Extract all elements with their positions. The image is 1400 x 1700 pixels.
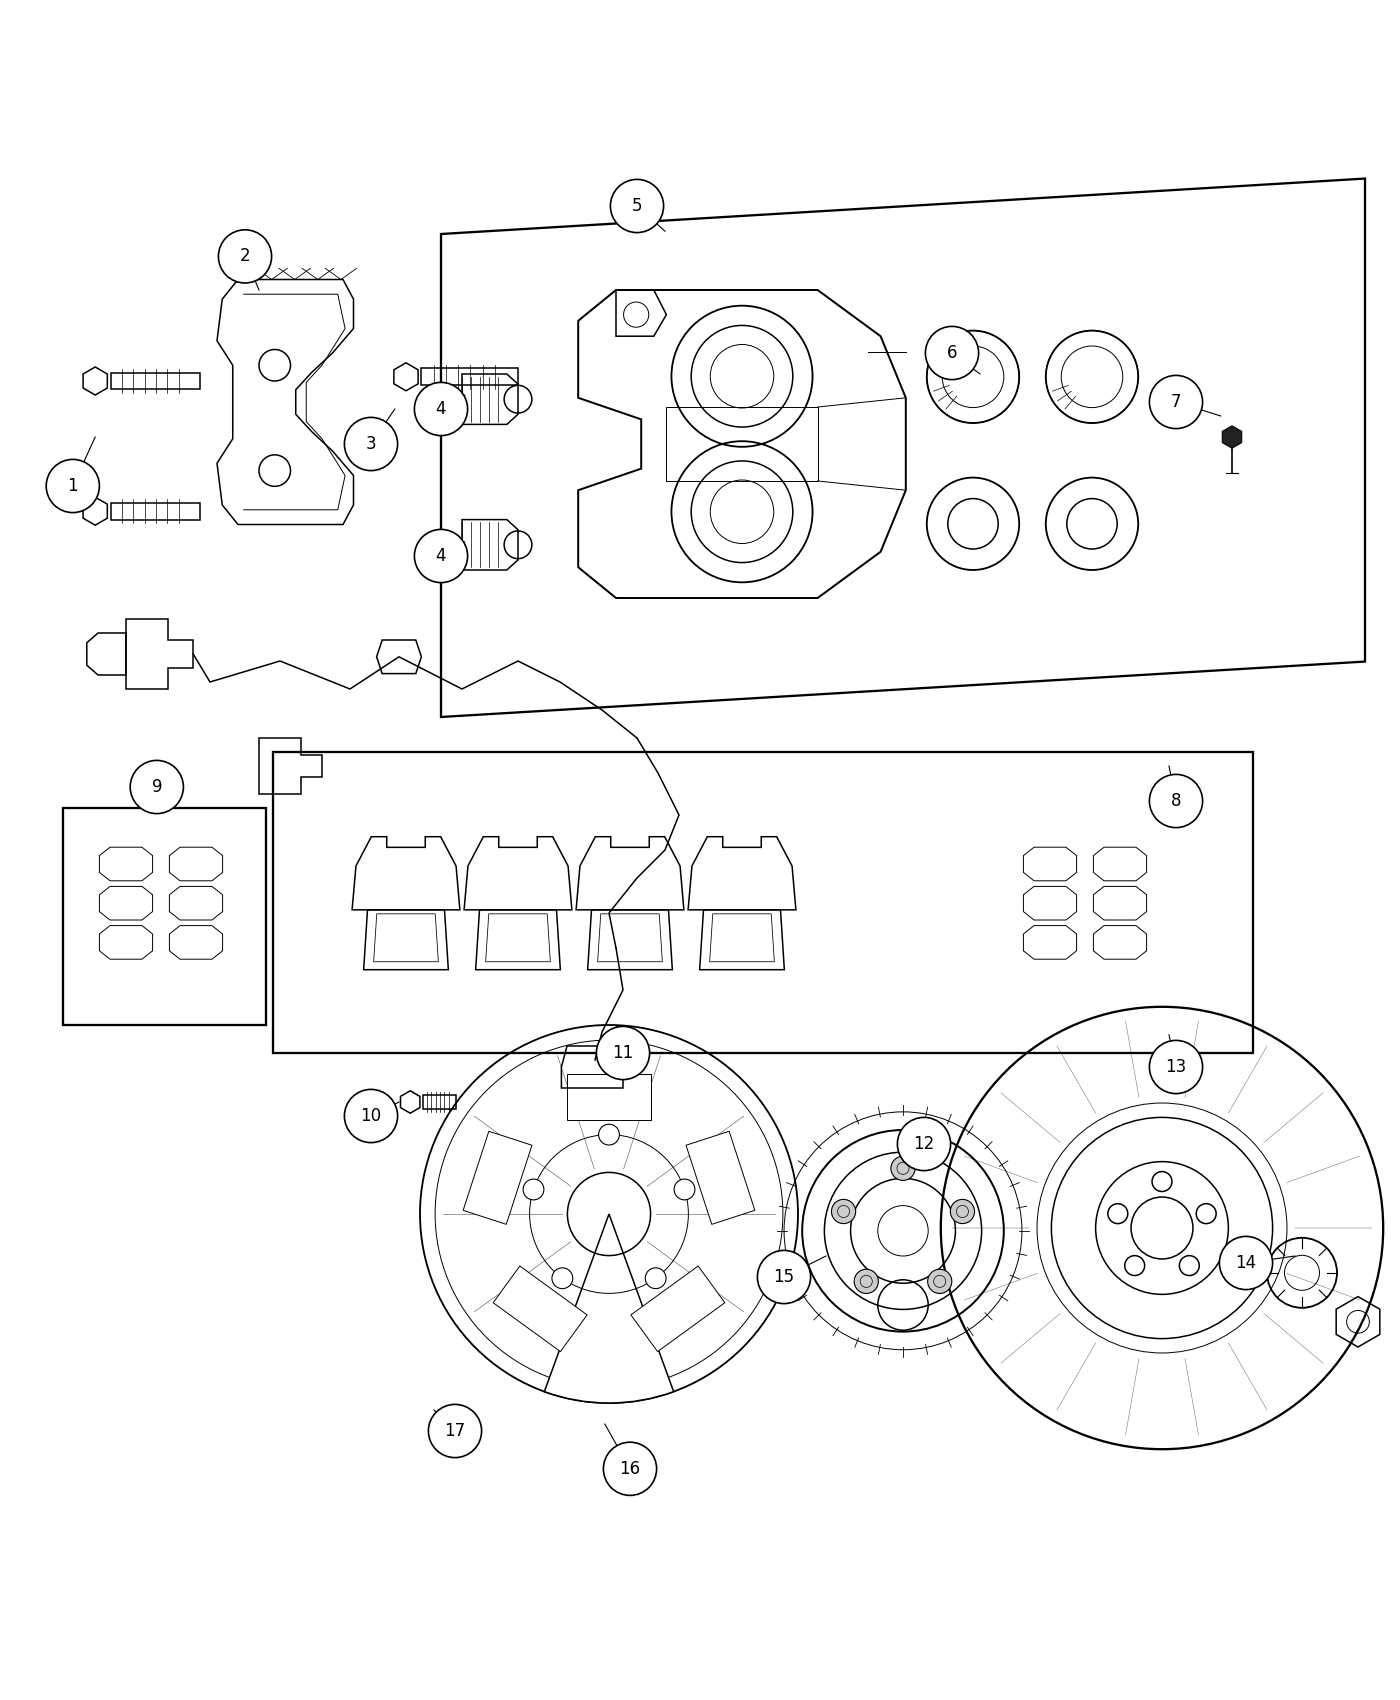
Text: 17: 17 — [444, 1421, 466, 1440]
Text: 2: 2 — [239, 248, 251, 265]
Text: 15: 15 — [773, 1268, 795, 1285]
Circle shape — [596, 1027, 650, 1080]
Circle shape — [890, 1156, 916, 1180]
Circle shape — [524, 1180, 545, 1200]
Circle shape — [599, 1124, 619, 1146]
Circle shape — [951, 1200, 974, 1224]
Circle shape — [832, 1200, 855, 1224]
Circle shape — [46, 459, 99, 513]
Circle shape — [1124, 1256, 1145, 1275]
Circle shape — [854, 1270, 878, 1294]
Text: 1: 1 — [67, 478, 78, 495]
Polygon shape — [567, 1074, 651, 1120]
Circle shape — [344, 1090, 398, 1142]
Text: 16: 16 — [619, 1460, 641, 1477]
Text: 5: 5 — [631, 197, 643, 214]
Circle shape — [645, 1268, 666, 1289]
Text: 14: 14 — [1235, 1255, 1257, 1272]
Circle shape — [1107, 1204, 1128, 1224]
Text: 10: 10 — [360, 1107, 382, 1125]
Wedge shape — [545, 1214, 673, 1402]
Circle shape — [130, 760, 183, 814]
Polygon shape — [493, 1266, 587, 1352]
Circle shape — [1196, 1204, 1217, 1224]
Text: 11: 11 — [612, 1044, 634, 1062]
Circle shape — [1149, 376, 1203, 428]
Circle shape — [1152, 1171, 1172, 1192]
Text: 4: 4 — [435, 400, 447, 418]
Text: 9: 9 — [151, 779, 162, 796]
Polygon shape — [463, 1130, 532, 1224]
Circle shape — [1179, 1256, 1200, 1275]
Circle shape — [610, 180, 664, 233]
Circle shape — [552, 1268, 573, 1289]
Circle shape — [414, 382, 468, 435]
Polygon shape — [631, 1266, 725, 1352]
Circle shape — [673, 1180, 694, 1200]
Polygon shape — [666, 406, 818, 481]
Circle shape — [925, 326, 979, 379]
Text: 13: 13 — [1165, 1057, 1187, 1076]
Circle shape — [897, 1117, 951, 1171]
Text: 4: 4 — [435, 547, 447, 564]
Polygon shape — [686, 1130, 755, 1224]
Circle shape — [603, 1442, 657, 1496]
Circle shape — [344, 418, 398, 471]
Text: 7: 7 — [1170, 393, 1182, 411]
Text: 12: 12 — [913, 1136, 935, 1153]
Circle shape — [1219, 1236, 1273, 1290]
Circle shape — [428, 1404, 482, 1457]
Polygon shape — [1222, 425, 1242, 449]
Circle shape — [414, 529, 468, 583]
Circle shape — [1149, 1040, 1203, 1093]
Circle shape — [218, 230, 272, 282]
Text: 8: 8 — [1170, 792, 1182, 809]
Text: 6: 6 — [946, 343, 958, 362]
Circle shape — [1149, 775, 1203, 828]
Circle shape — [928, 1270, 952, 1294]
Text: 3: 3 — [365, 435, 377, 452]
Circle shape — [757, 1251, 811, 1304]
